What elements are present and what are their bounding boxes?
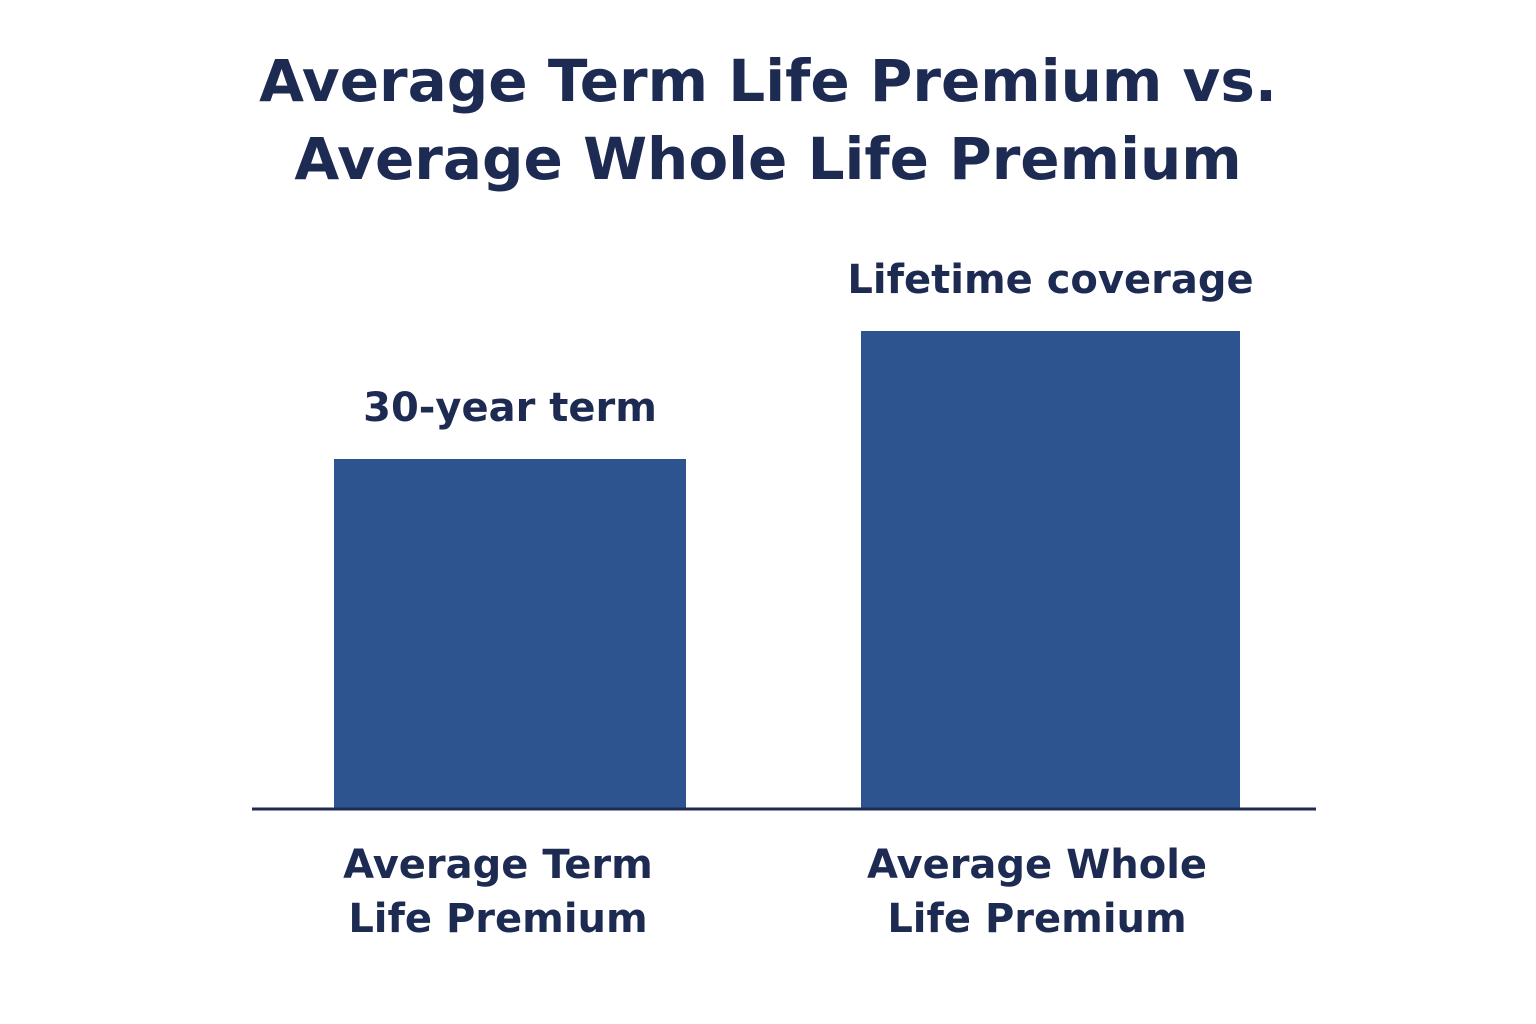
bar-label-1: 30-year term bbox=[363, 385, 657, 431]
category-labels-group: Average Term Life Premium Average Whole Lif… bbox=[343, 842, 1207, 942]
chart-title-line-1: Average Term Life Premium vs. bbox=[259, 47, 1277, 115]
category-label-2-line-2: Life Premium bbox=[887, 896, 1186, 942]
chart-title: Average Term Life Premium vs. Average Wh… bbox=[0, 42, 1536, 198]
chart-title-line-2: Average Whole Life Premium bbox=[294, 125, 1242, 193]
bars-group bbox=[334, 331, 1240, 809]
category-label-1-line-2: Life Premium bbox=[348, 896, 647, 942]
category-label-1-line-1: Average Term bbox=[343, 842, 653, 888]
bar-2 bbox=[861, 331, 1240, 809]
bar-labels-group: 30-year term Lifetime coverage bbox=[363, 257, 1253, 431]
category-label-2-line-1: Average Whole bbox=[867, 842, 1207, 888]
bar-1 bbox=[334, 459, 686, 809]
bar-label-2: Lifetime coverage bbox=[847, 257, 1253, 303]
